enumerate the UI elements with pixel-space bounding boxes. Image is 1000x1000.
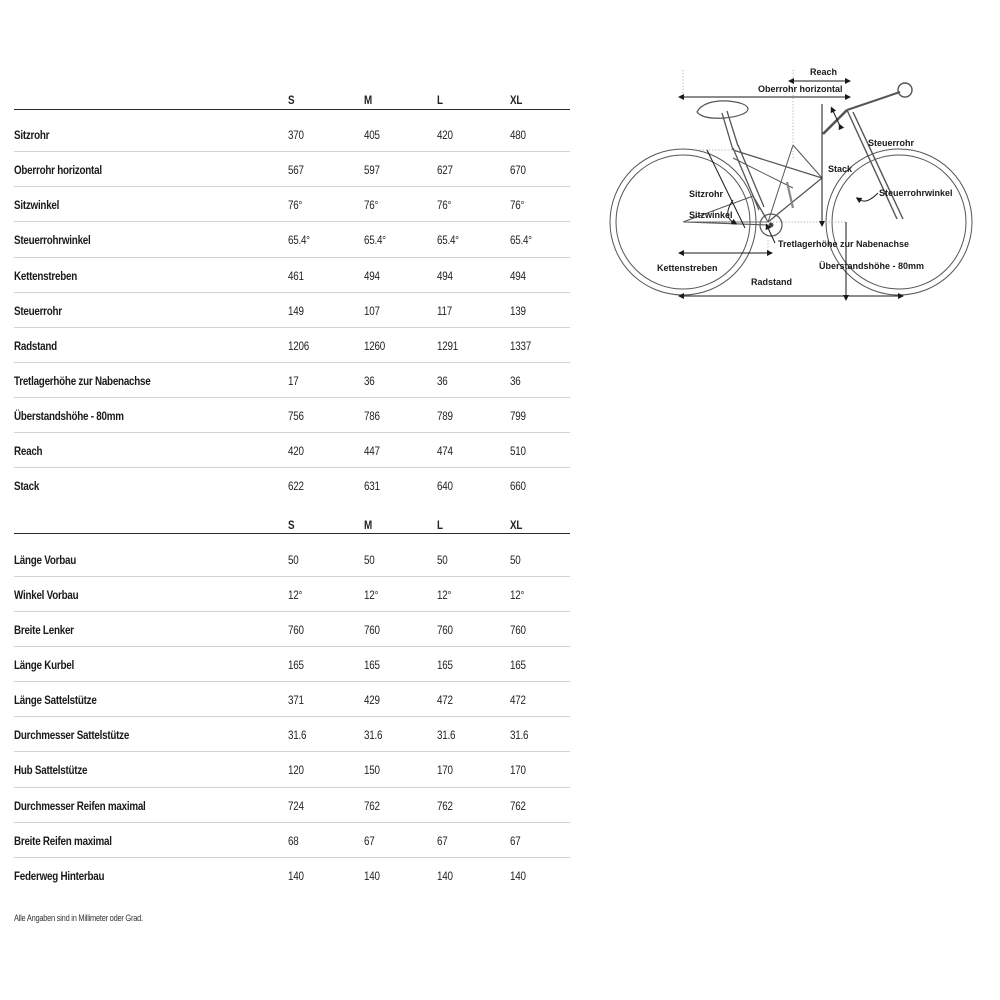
- svg-text:Steuerrohrwinkel: Steuerrohrwinkel: [879, 188, 953, 198]
- svg-text:Überstandshöhe - 80mm: Überstandshöhe - 80mm: [819, 261, 924, 271]
- svg-text:Sitzwinkel: Sitzwinkel: [689, 210, 733, 220]
- svg-text:Stack: Stack: [828, 164, 853, 174]
- svg-text:Oberrohr horizontal: Oberrohr horizontal: [758, 84, 843, 94]
- svg-text:Reach: Reach: [810, 67, 837, 77]
- svg-text:Tretlagerhöhe zur Nabenachse: Tretlagerhöhe zur Nabenachse: [778, 239, 909, 249]
- svg-text:Kettenstreben: Kettenstreben: [657, 263, 718, 273]
- svg-text:Steuerrohr: Steuerrohr: [868, 138, 915, 148]
- svg-text:Sitzrohr: Sitzrohr: [689, 189, 723, 199]
- svg-text:Radstand: Radstand: [751, 277, 792, 287]
